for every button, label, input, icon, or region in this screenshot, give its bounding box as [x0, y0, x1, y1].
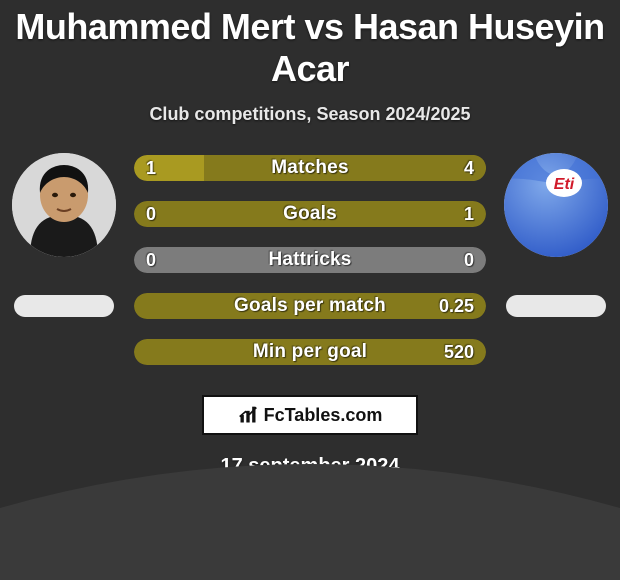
- face-icon: [12, 153, 116, 257]
- stat-value-left: 0: [134, 204, 192, 225]
- page-subtitle: Club competitions, Season 2024/2025: [0, 104, 620, 125]
- player-right-column: Eti: [500, 153, 612, 317]
- stat-value-left: 1: [134, 158, 192, 179]
- player-left-column: [8, 153, 120, 317]
- stat-value-left: 0: [134, 250, 192, 271]
- stat-label: Goals per match: [192, 295, 428, 317]
- player-right-club-pill: [506, 295, 606, 317]
- stat-label: Hattricks: [192, 249, 428, 271]
- stat-value-right: 1: [428, 204, 486, 225]
- player-right-avatar: Eti: [504, 153, 608, 257]
- stat-row: 0Hattricks0: [134, 247, 486, 273]
- stats-icon: [238, 405, 258, 425]
- stat-value-right: 0: [428, 250, 486, 271]
- jersey-icon: Eti: [504, 153, 608, 257]
- svg-text:Eti: Eti: [554, 176, 575, 193]
- stat-value-right: 520: [428, 342, 486, 363]
- stat-label: Matches: [192, 157, 428, 179]
- infographic-root: Muhammed Mert vs Hasan Huseyin Acar Club…: [0, 0, 620, 580]
- stat-label: Goals: [192, 203, 428, 225]
- stat-label: Min per goal: [192, 341, 428, 363]
- date-stamp: 17 september 2024: [0, 455, 620, 478]
- main-row: 1Matches40Goals10Hattricks0Goals per mat…: [0, 153, 620, 365]
- stat-value-right: 0.25: [428, 296, 486, 317]
- stat-row: 1Matches4: [134, 155, 486, 181]
- stats-list: 1Matches40Goals10Hattricks0Goals per mat…: [134, 155, 486, 365]
- stat-row: 0Goals1: [134, 201, 486, 227]
- branding-panel: FcTables.com: [202, 395, 418, 435]
- stat-row: Goals per match0.25: [134, 293, 486, 319]
- player-left-club-pill: [14, 295, 114, 317]
- player-left-avatar: [12, 153, 116, 257]
- page-title: Muhammed Mert vs Hasan Huseyin Acar: [0, 6, 620, 90]
- stat-row: Min per goal520: [134, 339, 486, 365]
- stat-value-right: 4: [428, 158, 486, 179]
- branding-text: FcTables.com: [264, 405, 383, 426]
